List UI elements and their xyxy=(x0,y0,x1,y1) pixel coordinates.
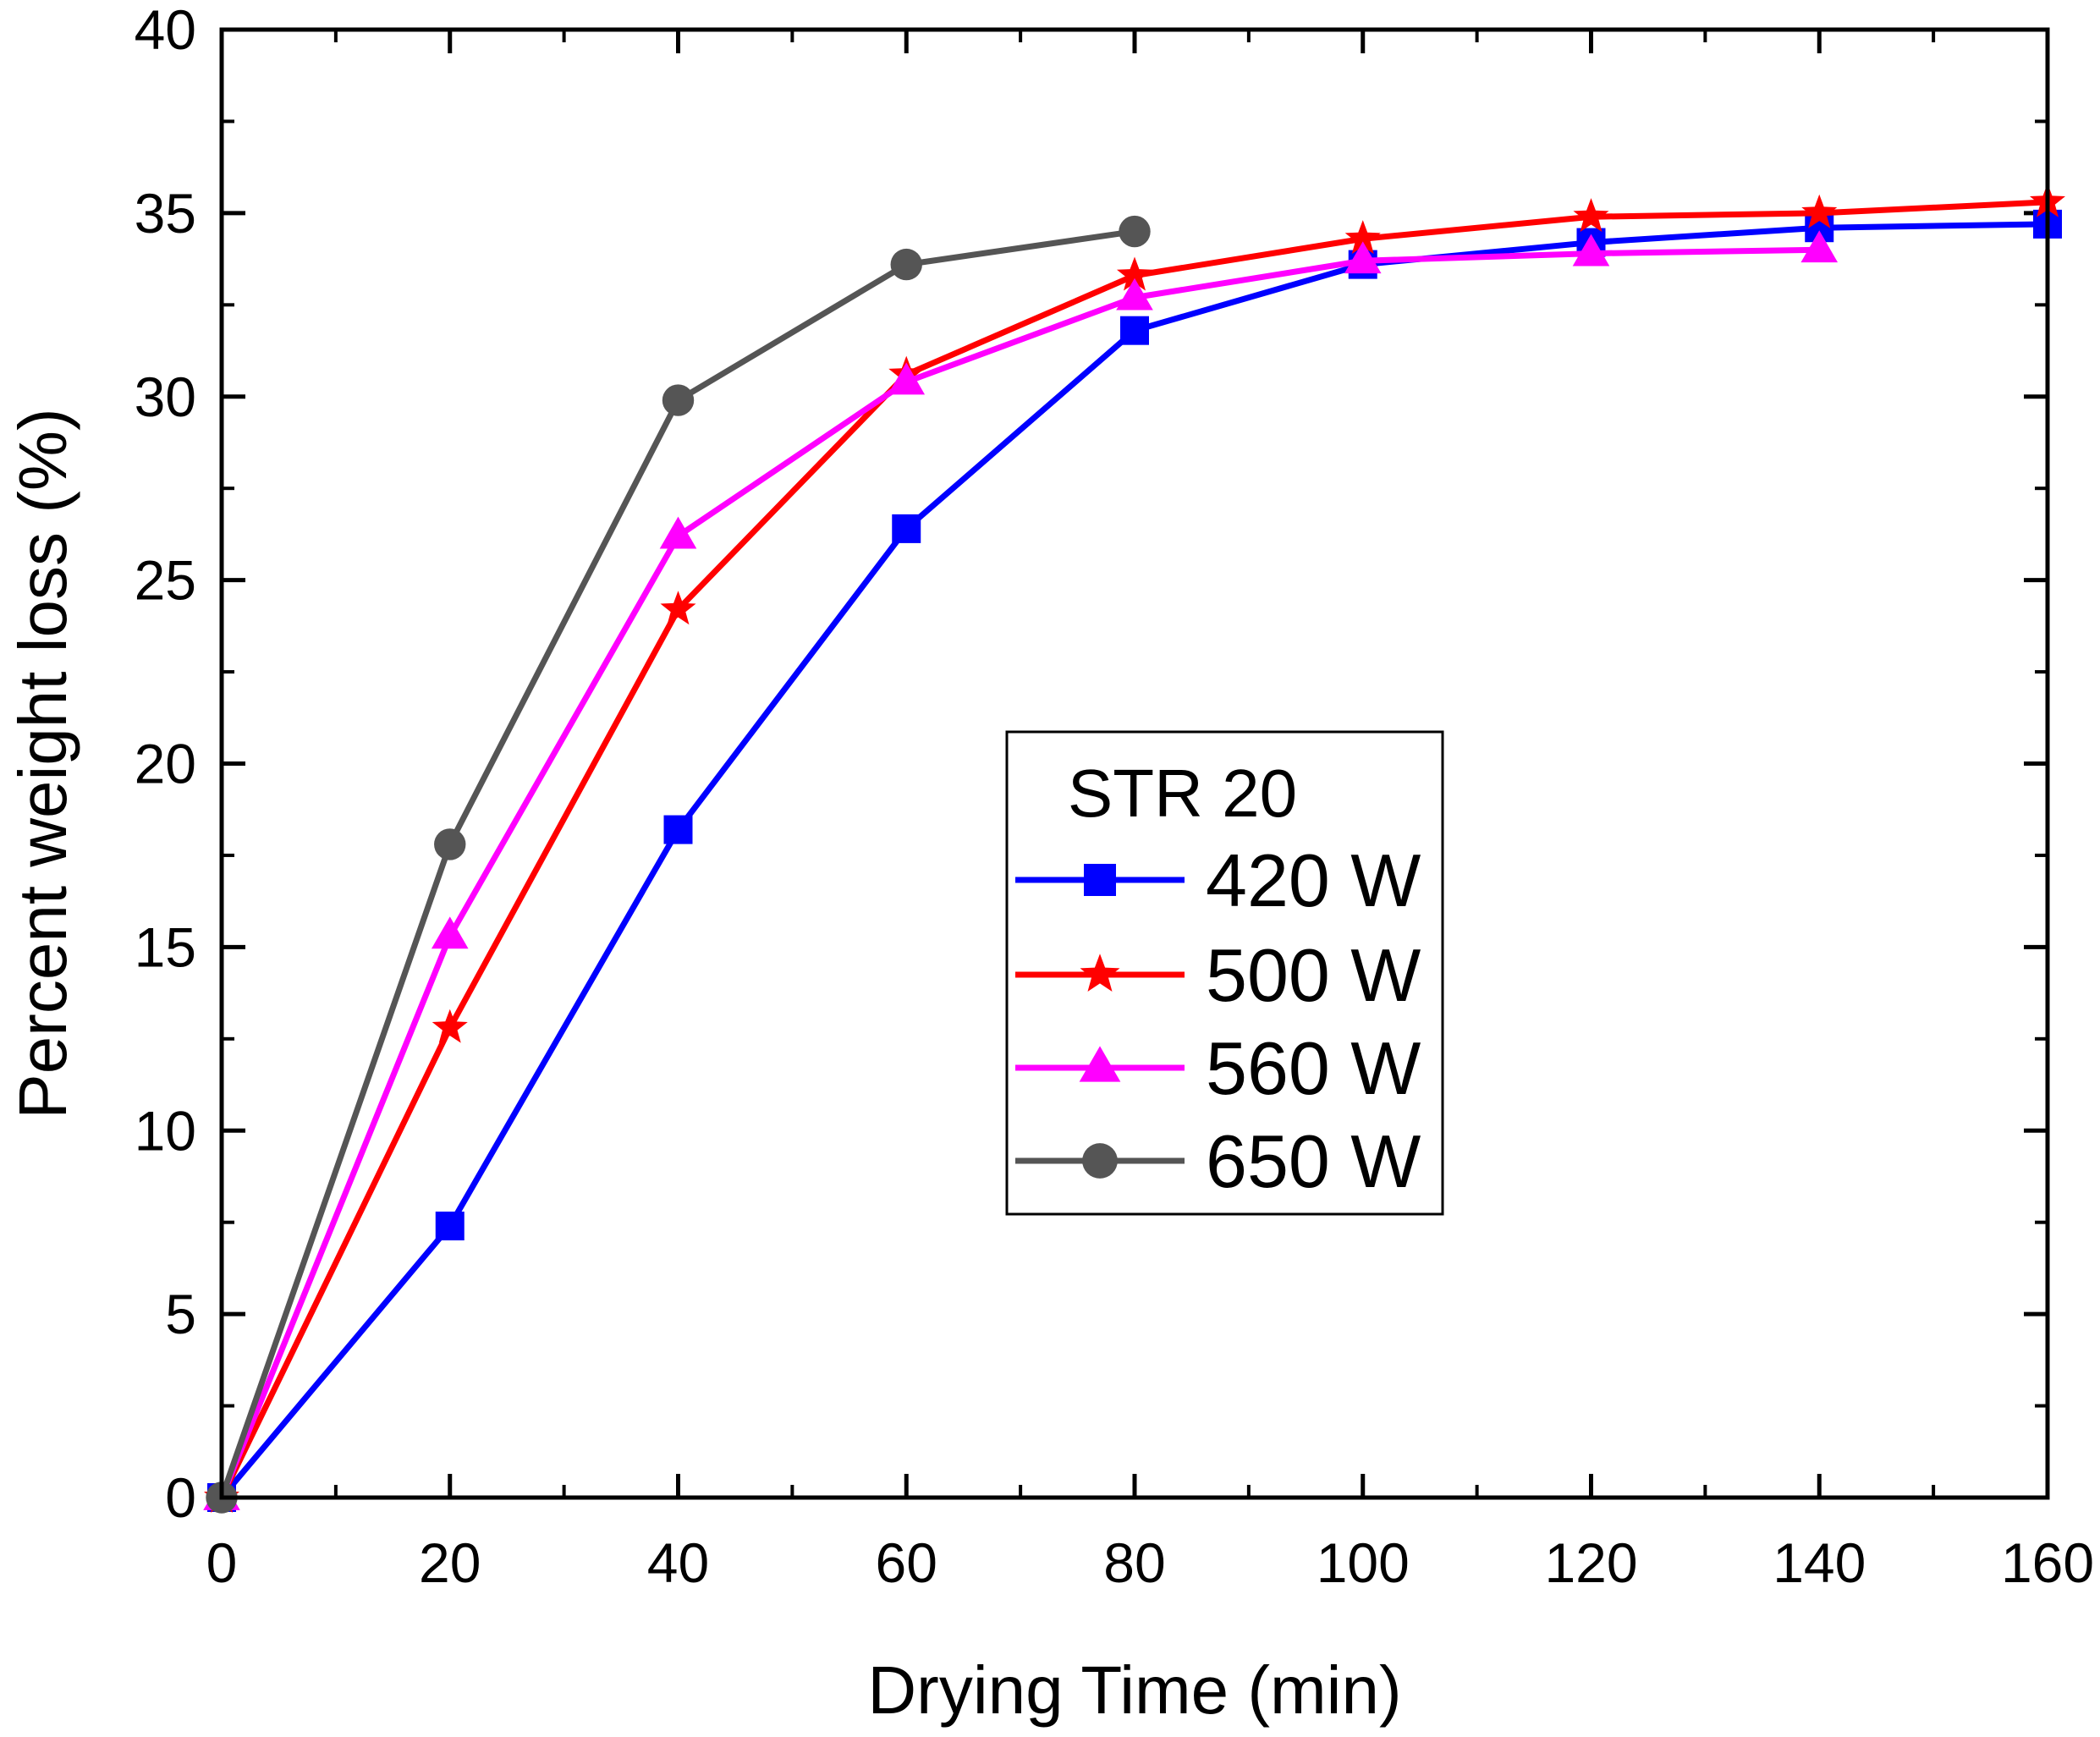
series-line-560w xyxy=(218,246,1820,1499)
data-point-420w xyxy=(435,1212,465,1241)
x-axis-title: Drying Time (min) xyxy=(867,1652,1401,1728)
y-tick-label: 30 xyxy=(135,366,196,428)
y-tick-label: 10 xyxy=(135,1099,196,1162)
y-tick-label: 25 xyxy=(135,549,196,612)
x-tick-label: 80 xyxy=(1103,1531,1165,1594)
y-axis-ticks: 0 5 10 15 20 25 30 35 40 xyxy=(135,0,2048,1529)
legend-marker-560w xyxy=(1079,1046,1121,1082)
data-point-650w xyxy=(662,384,695,416)
data-point-560w xyxy=(1572,234,1610,267)
y-tick-label: 15 xyxy=(135,915,196,978)
data-point-500w xyxy=(1344,220,1381,255)
legend-item-420w: 420 W xyxy=(1015,838,1421,922)
x-tick-label: 140 xyxy=(1773,1531,1866,1594)
data-point-560w xyxy=(659,516,697,549)
series-line-650w xyxy=(218,228,1135,1499)
legend-items: 420 W 500 W 560 W 650 W xyxy=(1015,838,1421,1203)
legend-label-500w: 500 W xyxy=(1206,933,1421,1017)
x-tick-label: 0 xyxy=(206,1531,238,1594)
data-point-420w xyxy=(892,514,921,543)
data-point-500w xyxy=(660,591,696,625)
x-tick-label: 60 xyxy=(876,1531,937,1594)
x-tick-label: 120 xyxy=(1544,1531,1637,1594)
data-point-500w xyxy=(1573,198,1609,233)
legend-marker-500w xyxy=(1080,954,1120,992)
data-point-500w xyxy=(432,1009,468,1043)
x-tick-label: 160 xyxy=(2001,1531,2094,1594)
legend-marker-650w xyxy=(1082,1143,1118,1179)
legend: STR 20 420 W 500 W 560 W 650 W xyxy=(1005,730,1444,1216)
series-650w xyxy=(206,215,1151,1514)
y-tick-label: 35 xyxy=(135,182,196,245)
data-point-500w xyxy=(1801,194,1838,228)
data-point-560w xyxy=(888,362,926,395)
x-tick-label: 40 xyxy=(647,1531,709,1594)
series-560w xyxy=(203,230,1839,1510)
y-tick-label: 0 xyxy=(165,1466,196,1529)
legend-item-650w: 650 W xyxy=(1015,1119,1421,1203)
legend-marker-420w xyxy=(1084,864,1116,896)
data-point-560w xyxy=(1800,230,1839,263)
y-tick-label: 40 xyxy=(135,0,196,61)
data-point-650w xyxy=(1119,215,1151,248)
data-point-560w xyxy=(1116,278,1153,311)
legend-label-560w: 560 W xyxy=(1206,1026,1421,1110)
data-point-500w xyxy=(1116,256,1153,291)
x-axis-ticks: 0 20 40 60 80 100 120 140 160 xyxy=(206,30,2094,1594)
x-tick-label: 20 xyxy=(419,1531,481,1594)
y-tick-label: 5 xyxy=(165,1283,196,1345)
data-point-420w xyxy=(1120,316,1149,345)
data-point-560w xyxy=(431,916,469,949)
data-point-650w xyxy=(890,248,922,281)
legend-label-650w: 650 W xyxy=(1206,1119,1421,1203)
legend-title: STR 20 xyxy=(1068,756,1297,831)
plot-area-frame xyxy=(219,27,2050,1500)
y-axis-title: Percent weight loss (%) xyxy=(5,408,80,1119)
x-tick-label: 100 xyxy=(1317,1531,1410,1594)
y-tick-label: 20 xyxy=(135,733,196,795)
legend-item-560w: 560 W xyxy=(1015,1026,1421,1110)
legend-label-420w: 420 W xyxy=(1206,838,1421,922)
data-point-420w xyxy=(663,815,693,844)
data-point-560w xyxy=(1344,241,1382,274)
legend-item-500w: 500 W xyxy=(1015,933,1421,1017)
data-point-650w xyxy=(434,828,466,860)
